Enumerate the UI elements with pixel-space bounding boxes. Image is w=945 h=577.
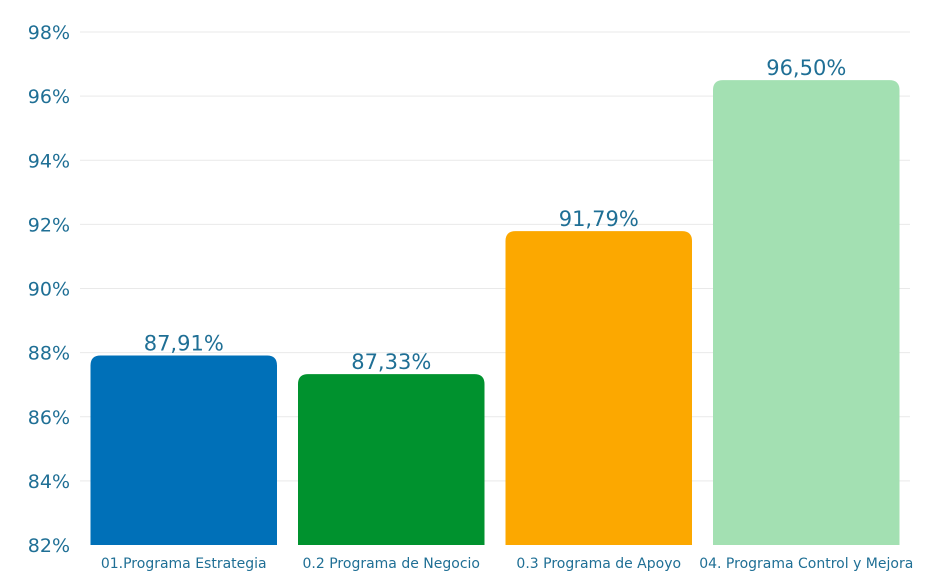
bar bbox=[505, 231, 692, 545]
data-label: 96,50% bbox=[766, 56, 846, 80]
bar bbox=[90, 355, 277, 545]
y-axis-ticks: 82% 84% 86% 88% 90% 92% 94% 96% 98% bbox=[28, 22, 70, 557]
bar bbox=[713, 80, 900, 545]
y-tick-label: 94% bbox=[28, 150, 70, 172]
y-tick-label: 90% bbox=[28, 279, 70, 301]
y-tick-label: 92% bbox=[28, 214, 70, 236]
data-label: 91,79% bbox=[559, 207, 639, 231]
bar bbox=[298, 374, 485, 545]
bars bbox=[90, 80, 900, 545]
y-tick-label: 84% bbox=[28, 471, 70, 493]
x-axis-categories: 01.Programa Estrategia 0.2 Programa de Ne… bbox=[101, 556, 913, 572]
data-label: 87,91% bbox=[144, 332, 224, 356]
y-tick-label: 82% bbox=[28, 535, 70, 557]
y-tick-label: 86% bbox=[28, 407, 70, 429]
y-tick-label: 98% bbox=[28, 22, 70, 44]
data-labels: 87,91% 87,33% 91,79% 96,50% bbox=[144, 56, 847, 374]
x-category-label: 0.3 Programa de Apoyo bbox=[516, 556, 681, 572]
x-category-label: 04. Programa Control y Mejora bbox=[699, 556, 913, 572]
y-tick-label: 96% bbox=[28, 86, 70, 108]
y-tick-label: 88% bbox=[28, 343, 70, 365]
data-label: 87,33% bbox=[351, 350, 431, 374]
x-category-label: 0.2 Programa de Negocio bbox=[303, 556, 480, 572]
x-category-label: 01.Programa Estrategia bbox=[101, 556, 267, 572]
